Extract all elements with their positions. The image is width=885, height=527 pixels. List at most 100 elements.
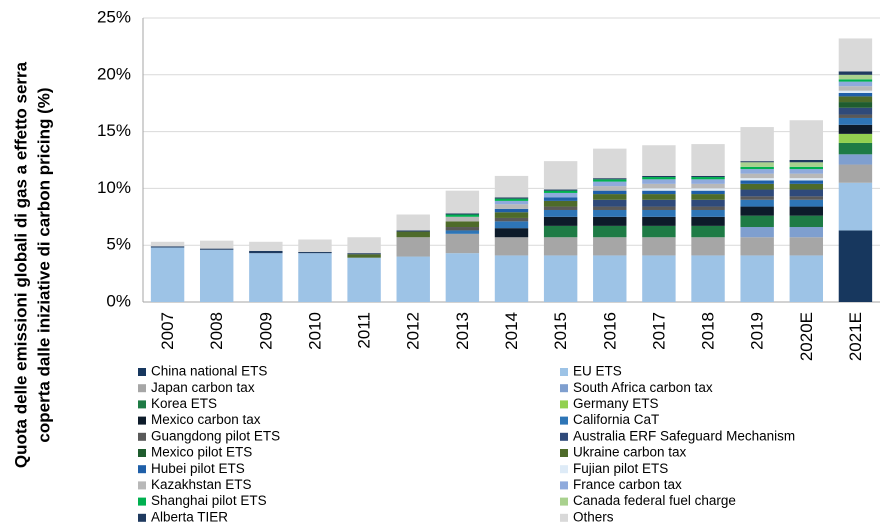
- bar-segment: [494, 228, 529, 238]
- legend-swatch: [138, 384, 146, 393]
- legend-label: Mexico carbon tax: [151, 412, 261, 427]
- legend-label: Others: [573, 509, 614, 524]
- legend-swatch: [560, 481, 568, 490]
- legend-swatch: [560, 513, 568, 522]
- bar-segment: [740, 237, 774, 256]
- bar-segment: [642, 188, 676, 191]
- bar-segment: [642, 237, 676, 256]
- bar-segment: [838, 164, 873, 183]
- bar-segment: [445, 214, 480, 217]
- bar-segment: [543, 216, 578, 226]
- bar-segment: [642, 190, 676, 195]
- x-tick: 2021E: [846, 312, 865, 361]
- bar-segment: [298, 252, 332, 254]
- bar-segment: [347, 257, 381, 302]
- bar-segment: [347, 237, 381, 254]
- legend-swatch: [560, 497, 568, 506]
- bar-segment: [838, 117, 873, 125]
- bar-segment: [740, 166, 774, 170]
- bar-segment: [593, 206, 627, 210]
- x-tick: 2012: [404, 312, 423, 350]
- bar-segment: [494, 221, 529, 229]
- bar-segment: [642, 225, 676, 238]
- x-tick-label: 2013: [453, 312, 472, 350]
- bar-segment: [494, 208, 529, 213]
- bar-segment: [789, 120, 824, 160]
- y-tick-label: 0%: [106, 291, 131, 310]
- bar-segment: [543, 255, 578, 302]
- bar-segment: [494, 198, 529, 201]
- bar-segment: [789, 162, 824, 167]
- bar-segment: [199, 248, 234, 250]
- bar-segment: [740, 183, 774, 190]
- bar-segment: [691, 216, 725, 226]
- bar-segment: [445, 213, 480, 215]
- bar-segment: [691, 144, 725, 176]
- x-tick-label: 2009: [256, 312, 275, 350]
- bar-segment: [396, 214, 430, 231]
- bar-segment: [249, 241, 283, 251]
- bar-segment: [543, 200, 578, 207]
- bar-segment: [789, 169, 824, 174]
- bar-segment: [789, 215, 824, 228]
- x-tick: 2019: [748, 312, 767, 350]
- bar-segment: [691, 175, 725, 178]
- bar-segment: [691, 225, 725, 238]
- bar-segment: [838, 79, 873, 82]
- bar-segment: [347, 254, 381, 258]
- x-tick: 2015: [551, 312, 570, 350]
- legend-label: South Africa carbon tax: [573, 380, 713, 395]
- legend-swatch: [560, 384, 568, 393]
- bar-segment: [838, 71, 873, 75]
- bar-segment: [593, 237, 627, 256]
- legend-label: Korea ETS: [151, 396, 217, 411]
- x-tick: 2018: [699, 312, 718, 350]
- x-tick: 2014: [502, 312, 521, 350]
- legend-label: Canada federal fuel charge: [573, 493, 736, 508]
- bar-segment: [691, 209, 725, 217]
- bar-segment: [740, 255, 774, 302]
- x-tick-label: 2008: [207, 312, 226, 350]
- bar-segment: [642, 255, 676, 302]
- bar-segment: [838, 124, 873, 134]
- x-tick: 2011: [355, 312, 374, 349]
- bar-segment: [593, 209, 627, 217]
- bar-segment: [642, 145, 676, 176]
- y-tick-label: 25%: [97, 7, 131, 26]
- bar-segment: [445, 190, 480, 214]
- bar-segment: [740, 206, 774, 216]
- bar-segment: [691, 188, 725, 191]
- legend-label: EU ETS: [573, 364, 622, 379]
- legend-swatch: [138, 416, 146, 425]
- bar-segment: [396, 230, 430, 232]
- x-tick-label: 2007: [158, 312, 177, 350]
- bar-segment: [740, 227, 774, 238]
- bar-segment: [691, 179, 725, 184]
- bar-segment: [838, 74, 873, 80]
- bar-segment: [150, 246, 185, 248]
- bar-segment: [740, 173, 774, 179]
- legend-label: Shanghai pilot ETS: [151, 493, 267, 508]
- legend-label: Fujian pilot ETS: [573, 461, 668, 476]
- bar-segment: [494, 237, 529, 256]
- bar-segment: [740, 127, 774, 162]
- x-tick-label: 2020E: [797, 312, 816, 361]
- bar-segment: [543, 189, 578, 191]
- x-tick: 2010: [305, 312, 324, 350]
- bar-segment: [543, 190, 578, 193]
- bar-segment: [150, 241, 185, 247]
- bar-segment: [740, 178, 774, 181]
- bar-segment: [691, 199, 725, 207]
- bar-segment: [593, 216, 627, 226]
- bar-segment: [838, 114, 873, 118]
- bar-segment: [838, 182, 873, 231]
- bar-segment: [642, 209, 676, 217]
- bar-segment: [740, 215, 774, 228]
- legend-label: Ukraine carbon tax: [573, 445, 687, 460]
- legend-swatch: [138, 368, 146, 376]
- bar-segment: [789, 255, 824, 302]
- bar-segment: [789, 196, 824, 200]
- bar-segment: [298, 253, 332, 302]
- bar-segment: [789, 178, 824, 181]
- bar-segment: [593, 255, 627, 302]
